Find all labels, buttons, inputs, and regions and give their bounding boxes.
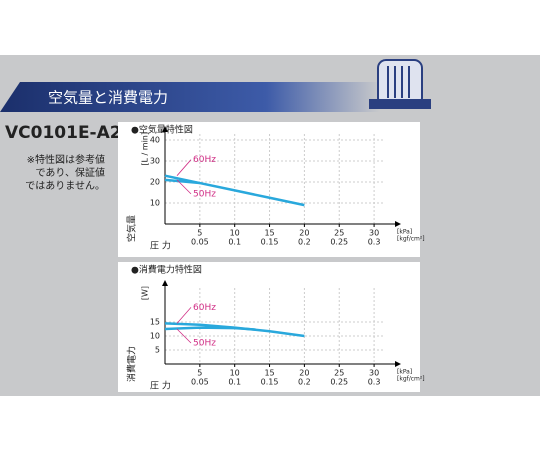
series-leader — [176, 307, 192, 324]
x2-tick-label: 0.3 — [368, 238, 381, 247]
x-tick-label: 20 — [299, 369, 309, 378]
note-line: であり、保証値 — [36, 166, 106, 179]
x-tick-label: 25 — [334, 229, 344, 238]
x-tick-label: 30 — [369, 229, 379, 238]
x-tick-label: 5 — [197, 369, 202, 378]
x2-unit: [kgf/cm²] — [397, 236, 425, 243]
chart-title: ●消費電力特性図 — [131, 264, 202, 276]
y-axis-arrow — [162, 280, 168, 286]
x2-unit: [kgf/cm²] — [397, 376, 425, 383]
data-line — [164, 178, 200, 185]
x2-tick-label: 0.15 — [261, 378, 279, 387]
x2-tick-label: 0.15 — [261, 238, 279, 247]
x-tick-label: 10 — [230, 229, 240, 238]
x-tick-label: 20 — [299, 229, 309, 238]
chart-panel — [118, 122, 420, 257]
x-axis-label: 圧 力 — [150, 240, 171, 252]
y-tick-label: 5 — [155, 346, 160, 355]
y-unit: [W] — [141, 286, 150, 300]
x2-tick-label: 0.1 — [228, 238, 241, 247]
data-line — [164, 326, 256, 331]
y-tick-label: 10 — [150, 332, 160, 341]
motor-icon — [369, 59, 431, 109]
y-tick-label: 10 — [150, 199, 160, 208]
y-tick-label: 40 — [150, 136, 160, 145]
header-title: 空気量と消費電力 — [48, 89, 168, 107]
series-leader — [176, 179, 192, 195]
model-name: VC0101E-A2 — [5, 123, 122, 143]
series-leader — [176, 159, 192, 176]
x-axis-arrow — [395, 221, 401, 227]
x-tick-label: 5 — [197, 229, 202, 238]
x-tick-label: 15 — [264, 369, 274, 378]
series-label: 60Hz — [193, 303, 216, 313]
x2-tick-label: 0.3 — [368, 378, 381, 387]
x2-tick-label: 0.05 — [191, 378, 209, 387]
x-unit: [kPa] — [397, 229, 412, 236]
y-tick-label: 30 — [150, 157, 160, 166]
series-label: 50Hz — [193, 339, 216, 349]
x2-tick-label: 0.05 — [191, 238, 209, 247]
chart-panel — [118, 262, 420, 392]
x-tick-label: 30 — [369, 369, 379, 378]
note-line: ではありません。 — [25, 180, 105, 192]
note-line: ※特性図は参考値 — [27, 153, 105, 166]
header-banner — [0, 82, 380, 112]
x-tick-label: 25 — [334, 369, 344, 378]
y-tick-label: 15 — [150, 318, 160, 327]
x2-tick-label: 0.25 — [330, 238, 348, 247]
x-unit: [kPa] — [397, 369, 412, 376]
y-axis-arrow — [162, 126, 168, 132]
series-label: 60Hz — [193, 155, 216, 165]
x-tick-label: 15 — [264, 229, 274, 238]
y-axis-label: 空気量 — [126, 215, 138, 242]
x2-tick-label: 0.2 — [298, 378, 311, 387]
y-tick-label: 20 — [150, 178, 160, 187]
x2-tick-label: 0.2 — [298, 238, 311, 247]
y-axis-label: 消費電力 — [126, 346, 138, 382]
x2-tick-label: 0.25 — [330, 378, 348, 387]
x-axis-label: 圧 力 — [150, 380, 171, 392]
x2-tick-label: 0.1 — [228, 378, 241, 387]
chart-title: ●空気量特性図 — [131, 124, 193, 136]
x-axis-arrow — [395, 361, 401, 367]
data-line — [164, 174, 305, 207]
series-leader — [176, 328, 192, 344]
x-tick-label: 10 — [230, 369, 240, 378]
y-unit: [L / min] — [141, 132, 150, 166]
series-label: 50Hz — [193, 189, 216, 199]
